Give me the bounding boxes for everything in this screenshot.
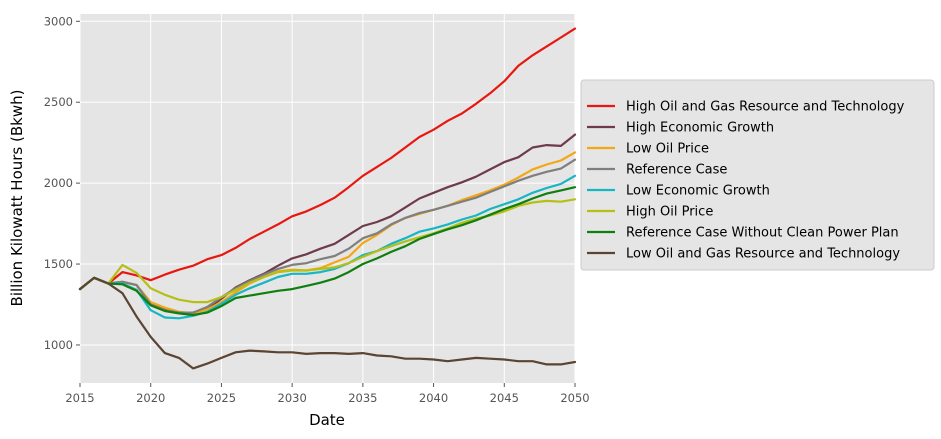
legend-label: High Oil and Gas Resource and Technology (626, 100, 905, 115)
legend-label: Reference Case Without Clean Power Plan (626, 226, 899, 241)
x-axis-label: Date (309, 411, 345, 429)
legend-label: Low Oil Price (626, 142, 709, 157)
legend-label: Reference Case (626, 163, 727, 178)
legend-label: High Economic Growth (626, 121, 774, 136)
x-tick-label: 2035 (348, 391, 377, 405)
series-line (78, 27, 577, 291)
series-line (78, 276, 577, 370)
y-axis-ticks: 1000 1500 2000 2500 3000 (44, 14, 80, 352)
y-tick-label: 1000 (44, 338, 73, 352)
plot-background (80, 14, 575, 383)
y-axis-label: Billion Kilowatt Hours (Bkwh) (8, 90, 26, 307)
y-tick-label: 2500 (44, 95, 73, 109)
legend-label: Low Oil and Gas Resource and Technology (626, 247, 900, 262)
legend-box (580, 79, 935, 271)
x-tick-label: 2030 (278, 391, 307, 405)
x-tick-label: 2040 (419, 391, 448, 405)
x-tick-label: 2045 (490, 391, 519, 405)
grid-lines (79, 14, 576, 383)
y-tick-label: 3000 (44, 14, 73, 28)
x-tick-label: 2050 (560, 391, 589, 405)
legend: High Oil and Gas Resource and Technology… (580, 79, 935, 271)
x-tick-label: 2025 (207, 391, 236, 405)
series-line (78, 174, 577, 320)
x-tick-label: 2015 (65, 391, 94, 405)
x-axis-ticks: 2015 2020 2025 2030 2035 2040 2045 2050 (65, 383, 590, 405)
y-tick-label: 2000 (44, 176, 73, 190)
x-tick-label: 2020 (136, 391, 165, 405)
series-line (78, 151, 577, 315)
y-tick-label: 1500 (44, 257, 73, 271)
series-line (78, 186, 577, 317)
legend-label: High Oil Price (626, 205, 713, 220)
series-lines (78, 27, 577, 370)
legend-label: Low Economic Growth (626, 184, 770, 199)
